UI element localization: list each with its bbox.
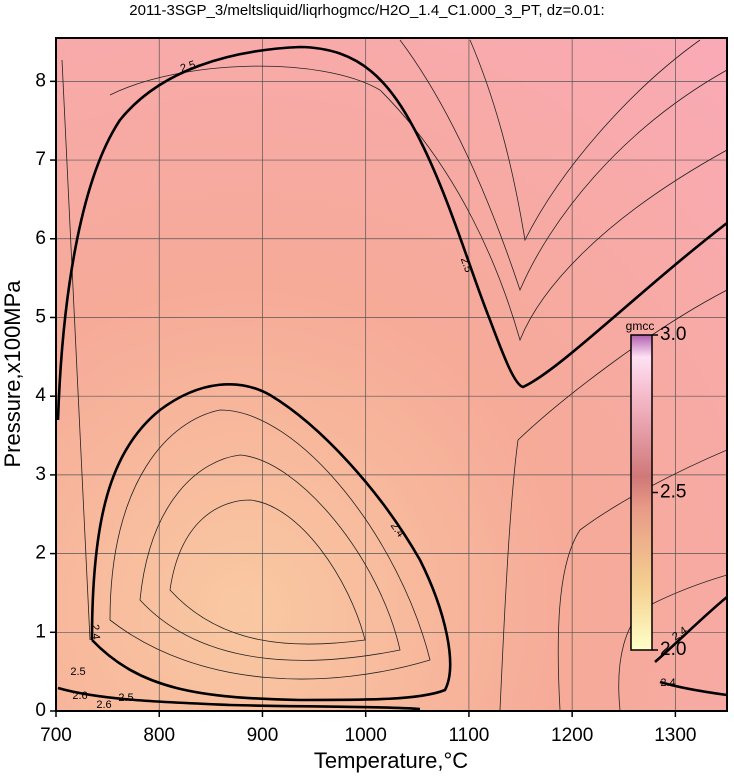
colorbar-label: gmcc <box>626 319 655 333</box>
y-tick-label: 4 <box>35 385 46 406</box>
x-tick-label: 1000 <box>345 725 387 746</box>
contour-label: 2.5 <box>179 59 197 75</box>
x-tick-label: 1300 <box>654 725 696 746</box>
contour-label: 2.6 <box>96 699 111 711</box>
y-tick-label: 3 <box>35 464 46 485</box>
contour-line <box>557 449 727 711</box>
x-axis-label: Temperature,°C <box>314 748 468 773</box>
plot-frame <box>55 37 728 712</box>
contour-line <box>56 45 727 421</box>
y-tick-label: 0 <box>35 700 46 721</box>
contour-line <box>169 499 366 645</box>
contour-line <box>57 686 421 711</box>
x-tick-label: 900 <box>247 725 279 746</box>
colorbar-tick-label: 2.5 <box>660 482 686 503</box>
contour-line <box>654 595 727 663</box>
contour-line <box>109 409 431 680</box>
contour-label: 2.5 <box>70 666 85 678</box>
y-tick-label: 8 <box>35 70 46 91</box>
contour-line <box>109 65 727 342</box>
contour-line <box>139 454 401 661</box>
colorbar-scale <box>630 334 653 651</box>
x-tick-label: 1200 <box>551 725 593 746</box>
colorbar: gmcc 2.0 2.5 3.0 <box>626 319 687 660</box>
contour-line <box>399 39 727 292</box>
x-tick-label: 800 <box>143 725 175 746</box>
contour-line <box>469 39 701 242</box>
contour-label: 2.5 <box>118 692 133 704</box>
contour-line <box>659 680 727 697</box>
chart-title: 2011-3SGP_3/meltsliquid/liqrhogmcc/H2O_1… <box>129 2 604 19</box>
contour-label: 2.4 <box>660 677 675 689</box>
contours <box>56 39 727 711</box>
x-tick-label: 1100 <box>448 725 489 746</box>
y-tick-label: 2 <box>35 543 46 564</box>
y-tick-label: 7 <box>35 149 46 170</box>
y-axis-label: Pressure,x100MPa <box>0 280 25 468</box>
colorbar-tick-label: 2.0 <box>660 639 686 660</box>
contour-label: 2.5 <box>458 256 475 274</box>
x-tick-label: 700 <box>40 725 72 746</box>
y-tick-label: 6 <box>35 228 46 249</box>
y-tick-label: 1 <box>35 621 46 642</box>
y-tick-label: 5 <box>35 306 46 327</box>
colorbar-tick-label: 3.0 <box>660 324 686 345</box>
contour-label: 2.4 <box>88 624 101 640</box>
plot-background <box>56 38 727 711</box>
contour-label: 2.6 <box>72 690 87 702</box>
contour-line <box>90 382 452 702</box>
